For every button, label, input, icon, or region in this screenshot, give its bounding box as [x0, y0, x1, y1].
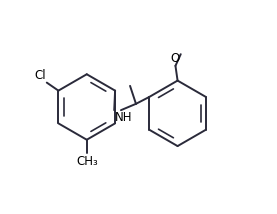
- Text: Cl: Cl: [34, 68, 46, 82]
- Text: NH: NH: [115, 111, 133, 124]
- Text: O: O: [171, 52, 180, 65]
- Text: CH₃: CH₃: [76, 155, 98, 168]
